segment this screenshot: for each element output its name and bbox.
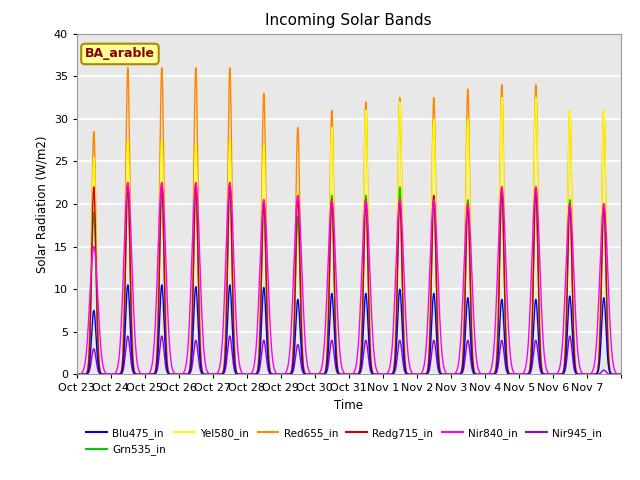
Title: Incoming Solar Bands: Incoming Solar Bands (266, 13, 432, 28)
Legend: Blu475_in, Grn535_in, Yel580_in, Red655_in, Redg715_in, Nir840_in, Nir945_in: Blu475_in, Grn535_in, Yel580_in, Red655_… (82, 424, 606, 459)
Y-axis label: Solar Radiation (W/m2): Solar Radiation (W/m2) (35, 135, 48, 273)
Text: BA_arable: BA_arable (85, 48, 155, 60)
X-axis label: Time: Time (334, 399, 364, 412)
